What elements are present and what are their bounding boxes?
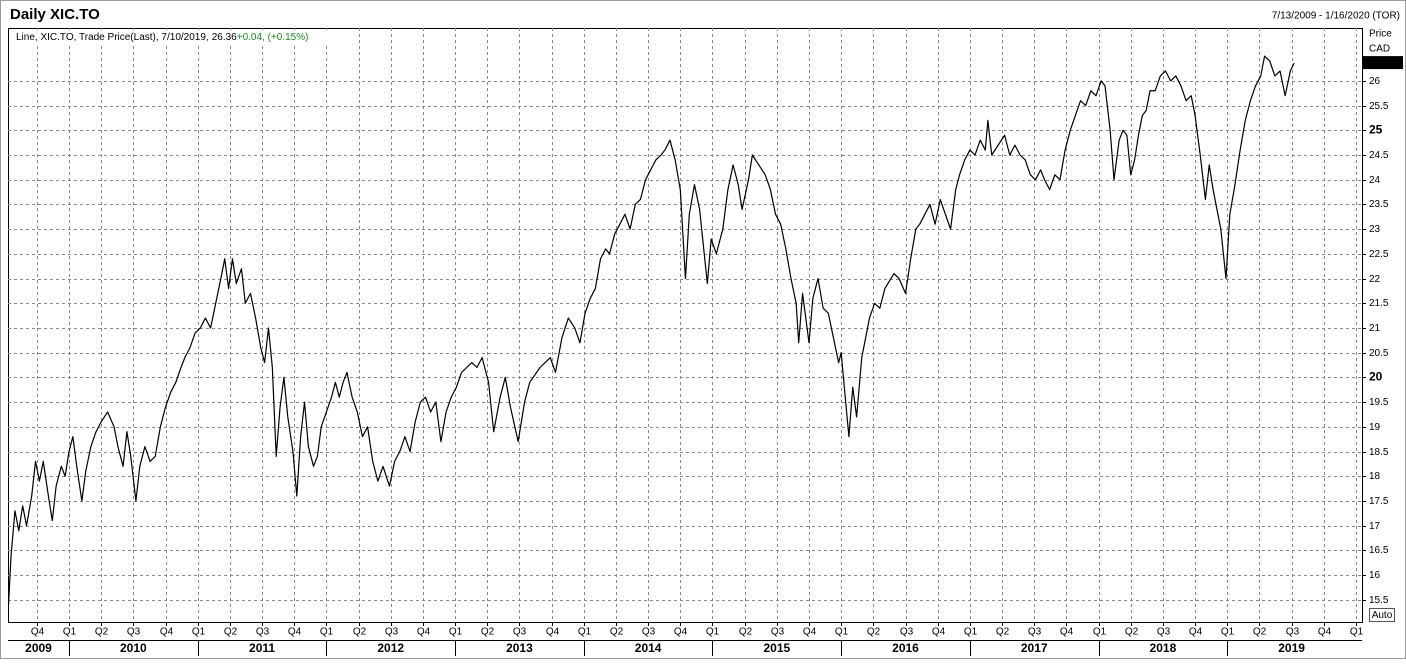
x-tick-label: Q1	[449, 627, 463, 638]
x-tick-label: Q3	[1157, 627, 1171, 638]
x-tick-label: Q4	[546, 627, 560, 638]
x-tick-label: Q3	[513, 627, 527, 638]
x-tick-label: Q4	[674, 627, 688, 638]
year-label: 2018	[1150, 641, 1177, 655]
line-layer	[7, 55, 1295, 605]
x-tick-label: Q1	[706, 627, 720, 638]
y-axis-label: Price	[1369, 29, 1392, 40]
x-tick-label: Q2	[95, 627, 109, 638]
year-label: 2015	[763, 641, 790, 655]
x-tick-label: Q4	[160, 627, 174, 638]
y-tick-label: 25.5	[1369, 101, 1389, 112]
y-tick-label: 19.5	[1369, 397, 1389, 408]
date-range: 7/13/2009 - 1/16/2020 (TOR)	[1272, 11, 1400, 22]
auto-button[interactable]: Auto	[1369, 608, 1395, 622]
x-tick-label: Q1	[1093, 627, 1107, 638]
y-tick-label: 16.5	[1369, 545, 1389, 556]
y-tick-label: 21	[1369, 323, 1381, 334]
y-axis-unit: CAD	[1369, 44, 1390, 55]
y-tick-label: 22	[1369, 274, 1381, 285]
x-tick-label: Q2	[867, 627, 881, 638]
x-tick-label: Q1	[1350, 627, 1364, 638]
auto-button-frame[interactable]	[1369, 608, 1395, 622]
year-label: 2013	[506, 641, 533, 655]
year-label: 2009	[25, 641, 52, 655]
x-tick-label: Q2	[1253, 627, 1267, 638]
legend-bg	[12, 30, 336, 43]
year-label: 2011	[249, 641, 275, 655]
x-tick-label: Q1	[578, 627, 592, 638]
x-tick-label: Q3	[385, 627, 399, 638]
y-tick-label: 23.5	[1369, 199, 1389, 210]
x-tick-label: Q2	[224, 627, 238, 638]
year-label: 2012	[377, 641, 404, 655]
x-tick-label: Q4	[31, 627, 45, 638]
year-label: 2014	[635, 641, 662, 655]
y-tick-label: 17	[1369, 521, 1381, 532]
plot-frame	[8, 28, 1363, 623]
x-tick-label: Q2	[481, 627, 495, 638]
x-tick-label: Q4	[803, 627, 817, 638]
x-tick-label: Q1	[1221, 627, 1235, 638]
x-tick-label: Q4	[1318, 627, 1332, 638]
last-price-tag	[1363, 56, 1403, 70]
x-tick-label: Q1	[63, 627, 77, 638]
x-tick-label: Q4	[1189, 627, 1203, 638]
x-tick-label: Q2	[610, 627, 624, 638]
x-tick-label: Q3	[1028, 627, 1042, 638]
legend: Line, XIC.TO, Trade Price(Last), 7/10/20…	[16, 32, 308, 43]
y-tick-label: 21.5	[1369, 298, 1389, 309]
year-label: 2019	[1278, 641, 1305, 655]
x-tick-label: Q2	[739, 627, 753, 638]
x-tick-label: Q4	[288, 627, 302, 638]
y-tick-label: 18	[1369, 471, 1381, 482]
x-tick-label: Q4	[932, 627, 946, 638]
x-tick-label: Q3	[1286, 627, 1300, 638]
y-tick-label: 24	[1369, 175, 1381, 186]
x-tick-label: Q3	[642, 627, 656, 638]
y-tick-label: 20	[1369, 370, 1383, 384]
x-tick-label: Q3	[256, 627, 270, 638]
x-tick-label: Q2	[353, 627, 367, 638]
x-tick-label: Q1	[964, 627, 978, 638]
y-tick-label: 17.5	[1369, 496, 1389, 507]
year-label: 2010	[120, 641, 147, 655]
x-tick-label: Q3	[127, 627, 141, 638]
grid-layer	[8, 28, 1362, 622]
x-tick-label: Q2	[996, 627, 1010, 638]
y-tick-label: 20.5	[1369, 348, 1389, 359]
year-label: 2016	[892, 641, 919, 655]
x-tick-label: Q4	[1060, 627, 1074, 638]
y-tick-label: 26	[1369, 76, 1381, 87]
year-label: 2017	[1021, 641, 1048, 655]
x-tick-label: Q1	[320, 627, 334, 638]
y-tick-label: 15.5	[1369, 595, 1389, 606]
last-price-label: 26.36	[1366, 57, 1394, 69]
y-tick-label: 25	[1369, 123, 1383, 137]
x-tick-label: Q1	[835, 627, 849, 638]
legend-change: +0.04, (+0.15%)	[237, 32, 309, 43]
chart-title: Daily XIC.TO	[10, 6, 100, 23]
x-tick-label: Q3	[900, 627, 914, 638]
price-line	[7, 55, 1295, 605]
y-tick-label: 19	[1369, 422, 1381, 433]
x-tick-label: Q1	[192, 627, 206, 638]
legend-prefix: Line, XIC.TO, Trade Price(Last), 7/10/20…	[16, 32, 209, 43]
x-tick-label: Q4	[417, 627, 431, 638]
y-tick-label: 18.5	[1369, 447, 1389, 458]
legend-last-value: 26.36	[212, 32, 237, 43]
y-tick-label: 16	[1369, 570, 1381, 581]
auto-button-label[interactable]: Auto	[1372, 610, 1393, 621]
x-tick-label: Q3	[771, 627, 785, 638]
y-tick-label: 24.5	[1369, 150, 1389, 161]
y-tick-label: 22.5	[1369, 249, 1389, 260]
x-tick-label: Q2	[1125, 627, 1139, 638]
y-tick-label: 23	[1369, 224, 1381, 235]
